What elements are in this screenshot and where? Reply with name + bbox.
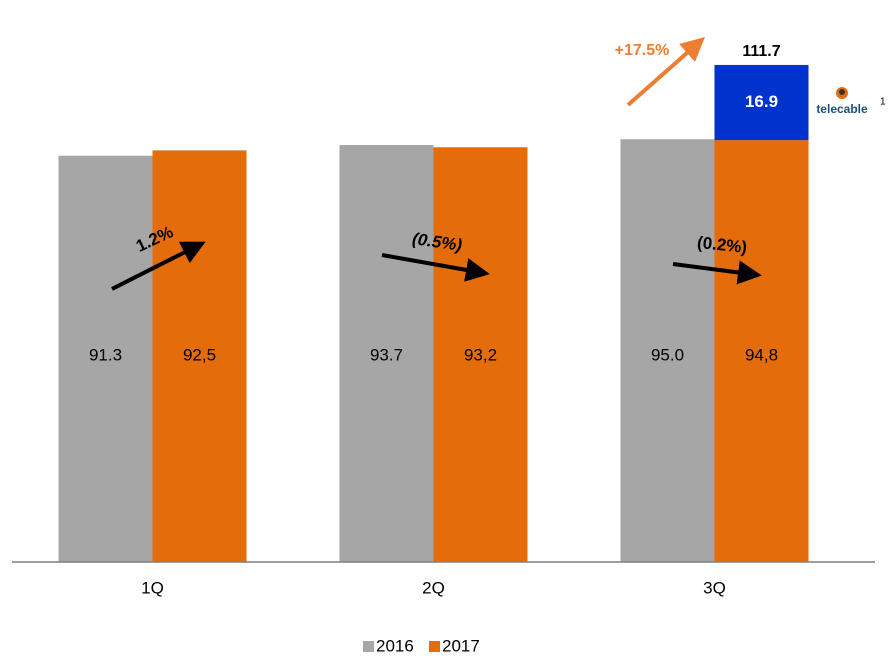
value-label: 93.7 xyxy=(370,345,403,364)
footnote: 1 xyxy=(880,97,886,108)
x-tick-label: 3Q xyxy=(703,578,726,597)
bar xyxy=(714,140,809,562)
arrow xyxy=(381,253,490,282)
bar xyxy=(152,150,247,562)
legend-label: 2016 xyxy=(376,636,414,655)
value-label: 92,5 xyxy=(183,345,216,364)
bar-segment xyxy=(714,64,809,141)
value-label: 91.3 xyxy=(89,345,122,364)
bars: 91.3 92,5 93.7 93,2 95.0 94,8 16.9 111.7 xyxy=(58,43,809,562)
bar xyxy=(339,145,434,562)
legend: 2016 2017 xyxy=(363,636,480,655)
arrow xyxy=(672,260,762,285)
value-label: 94,8 xyxy=(745,345,778,364)
logo-text: telecable xyxy=(816,102,868,116)
value-label: 95.0 xyxy=(651,345,684,364)
trend-arrows xyxy=(111,37,762,291)
annotation: +17.5% xyxy=(615,42,670,59)
value-label: 16.9 xyxy=(745,92,778,111)
legend-swatch xyxy=(429,641,440,652)
arrow xyxy=(111,241,206,291)
x-tick-label: 1Q xyxy=(141,578,164,597)
x-tick-label: 2Q xyxy=(422,578,445,597)
legend-swatch xyxy=(363,641,374,652)
arrow xyxy=(626,37,705,107)
logo-icon xyxy=(839,89,845,95)
bar xyxy=(620,139,715,562)
bar xyxy=(58,155,153,562)
legend-label: 2017 xyxy=(442,636,480,655)
bar xyxy=(433,147,528,562)
total-label: 111.7 xyxy=(742,43,780,60)
value-label: 93,2 xyxy=(464,345,497,364)
